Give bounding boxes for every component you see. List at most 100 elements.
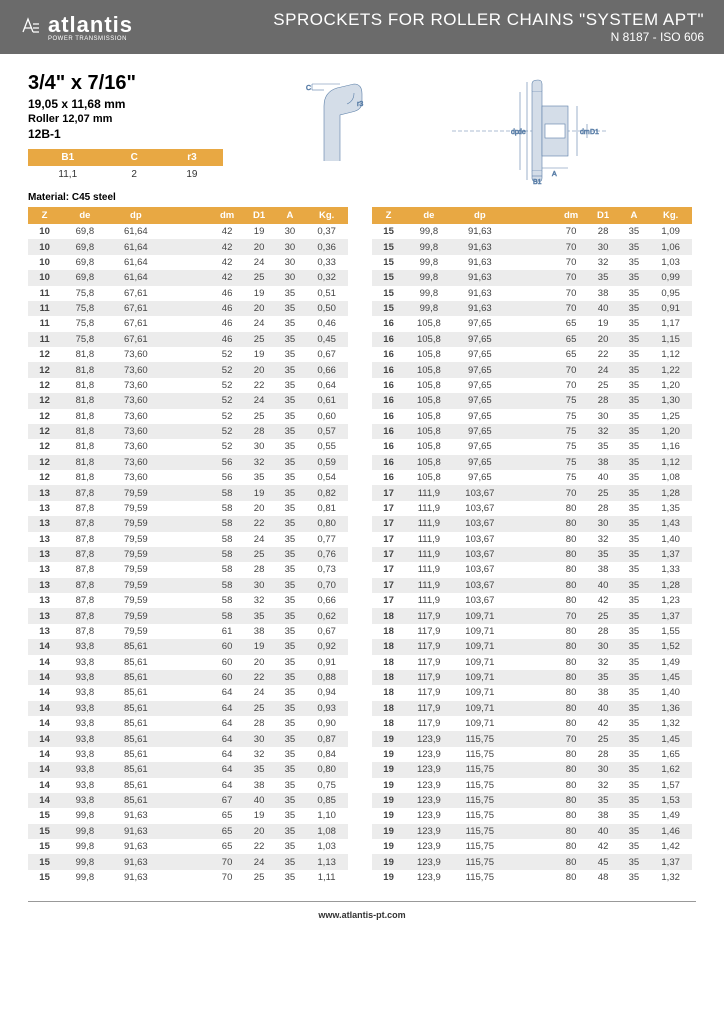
table-cell: 0,73: [305, 562, 348, 577]
table-cell: 32: [244, 455, 275, 470]
table-cell: 10: [28, 239, 61, 254]
table-cell: 13: [28, 516, 61, 531]
table-cell: 35: [274, 593, 305, 608]
table-cell: 111,9: [405, 562, 452, 577]
table-cell: [163, 286, 210, 301]
table-cell: 35: [274, 485, 305, 500]
table-row: 1387,879,596138350,67: [28, 624, 348, 639]
table-cell: 69,8: [61, 270, 108, 285]
table-cell: 87,8: [61, 532, 108, 547]
table-cell: 35: [618, 547, 649, 562]
table-cell: 87,8: [61, 608, 108, 623]
table-cell: 35: [274, 870, 305, 885]
table-cell: 117,9: [405, 608, 452, 623]
table-cell: 93,8: [61, 685, 108, 700]
table-cell: 0,67: [305, 347, 348, 362]
table-cell: 24: [244, 685, 275, 700]
table-row: 18117,9109,718040351,36: [372, 701, 692, 716]
table-row: 1599,891,637024351,13: [28, 854, 348, 869]
table-cell: 32: [244, 593, 275, 608]
table-cell: 14: [28, 762, 61, 777]
table-row: 1493,885,616432350,84: [28, 747, 348, 762]
table-cell: 14: [28, 639, 61, 654]
table-cell: 93,8: [61, 670, 108, 685]
table-cell: 80: [555, 762, 588, 777]
table-cell: 40: [244, 793, 275, 808]
table-cell: [507, 793, 554, 808]
table-cell: 0,84: [305, 747, 348, 762]
table-cell: [163, 393, 210, 408]
table-cell: [507, 578, 554, 593]
table-cell: 17: [372, 501, 405, 516]
table-cell: [163, 347, 210, 362]
table-cell: [163, 362, 210, 377]
table-cell: 73,60: [109, 409, 164, 424]
table-cell: 18: [372, 685, 405, 700]
table-cell: 17: [372, 547, 405, 562]
table-cell: 16: [372, 393, 405, 408]
table-cell: 35: [274, 670, 305, 685]
table-cell: 1,45: [649, 670, 692, 685]
table-cell: 99,8: [405, 270, 452, 285]
table-cell: 81,8: [61, 424, 108, 439]
right-data-table: ZdedpdmD1AKg.1599,891,637028351,091599,8…: [372, 207, 692, 885]
table-cell: 109,71: [453, 655, 508, 670]
table-cell: 80: [555, 747, 588, 762]
table-cell: 1,55: [649, 624, 692, 639]
table-cell: 73,60: [109, 378, 164, 393]
table-cell: 0,80: [305, 516, 348, 531]
table-cell: 48: [588, 870, 619, 885]
table-cell: 16: [372, 347, 405, 362]
table-cell: 111,9: [405, 593, 452, 608]
table-cell: 35: [618, 409, 649, 424]
table-cell: 91,63: [109, 824, 164, 839]
table-header-cell: Z: [372, 207, 405, 224]
table-cell: 13: [28, 501, 61, 516]
table-cell: [163, 593, 210, 608]
table-cell: 97,65: [453, 409, 508, 424]
table-row: 16105,897,657532351,20: [372, 424, 692, 439]
table-cell: 109,71: [453, 701, 508, 716]
table-header-cell: D1: [588, 207, 619, 224]
table-cell: 35: [618, 301, 649, 316]
table-cell: 0,32: [305, 270, 348, 285]
table-cell: 0,51: [305, 286, 348, 301]
table-cell: 15: [372, 239, 405, 254]
table-cell: 18: [372, 716, 405, 731]
table-cell: 70: [555, 362, 588, 377]
table-cell: [507, 624, 554, 639]
table-cell: 123,9: [405, 747, 452, 762]
table-cell: 42: [211, 224, 244, 239]
table-cell: 35: [274, 793, 305, 808]
table-cell: 19: [372, 839, 405, 854]
table-cell: 79,59: [109, 578, 164, 593]
table-cell: 67: [211, 793, 244, 808]
table-cell: 69,8: [61, 239, 108, 254]
table-cell: 117,9: [405, 639, 452, 654]
table-cell: 0,85: [305, 793, 348, 808]
table-cell: 0,54: [305, 470, 348, 485]
table-cell: 12: [28, 470, 61, 485]
table-cell: 1,37: [649, 854, 692, 869]
table-cell: 1,62: [649, 762, 692, 777]
table-row: 1599,891,637038350,95: [372, 286, 692, 301]
table-cell: [163, 485, 210, 500]
table-row: 1069,861,644220300,36: [28, 239, 348, 254]
table-cell: 0,59: [305, 455, 348, 470]
table-cell: 1,28: [649, 485, 692, 500]
table-cell: 64: [211, 685, 244, 700]
table-cell: 20: [244, 301, 275, 316]
table-cell: 87,8: [61, 485, 108, 500]
table-cell: 35: [274, 778, 305, 793]
table-cell: [507, 255, 554, 270]
table-row: 1281,873,605225350,60: [28, 409, 348, 424]
table-row: 1493,885,616424350,94: [28, 685, 348, 700]
table-row: 19123,9115,758035351,53: [372, 793, 692, 808]
logo: atlantis: [20, 12, 133, 38]
table-row: 16105,897,657025351,20: [372, 378, 692, 393]
table-cell: 17: [372, 485, 405, 500]
table-cell: 35: [618, 701, 649, 716]
table-cell: 35: [618, 424, 649, 439]
table-cell: 81,8: [61, 439, 108, 454]
tooth-diagram-icon: C r3: [282, 76, 392, 166]
